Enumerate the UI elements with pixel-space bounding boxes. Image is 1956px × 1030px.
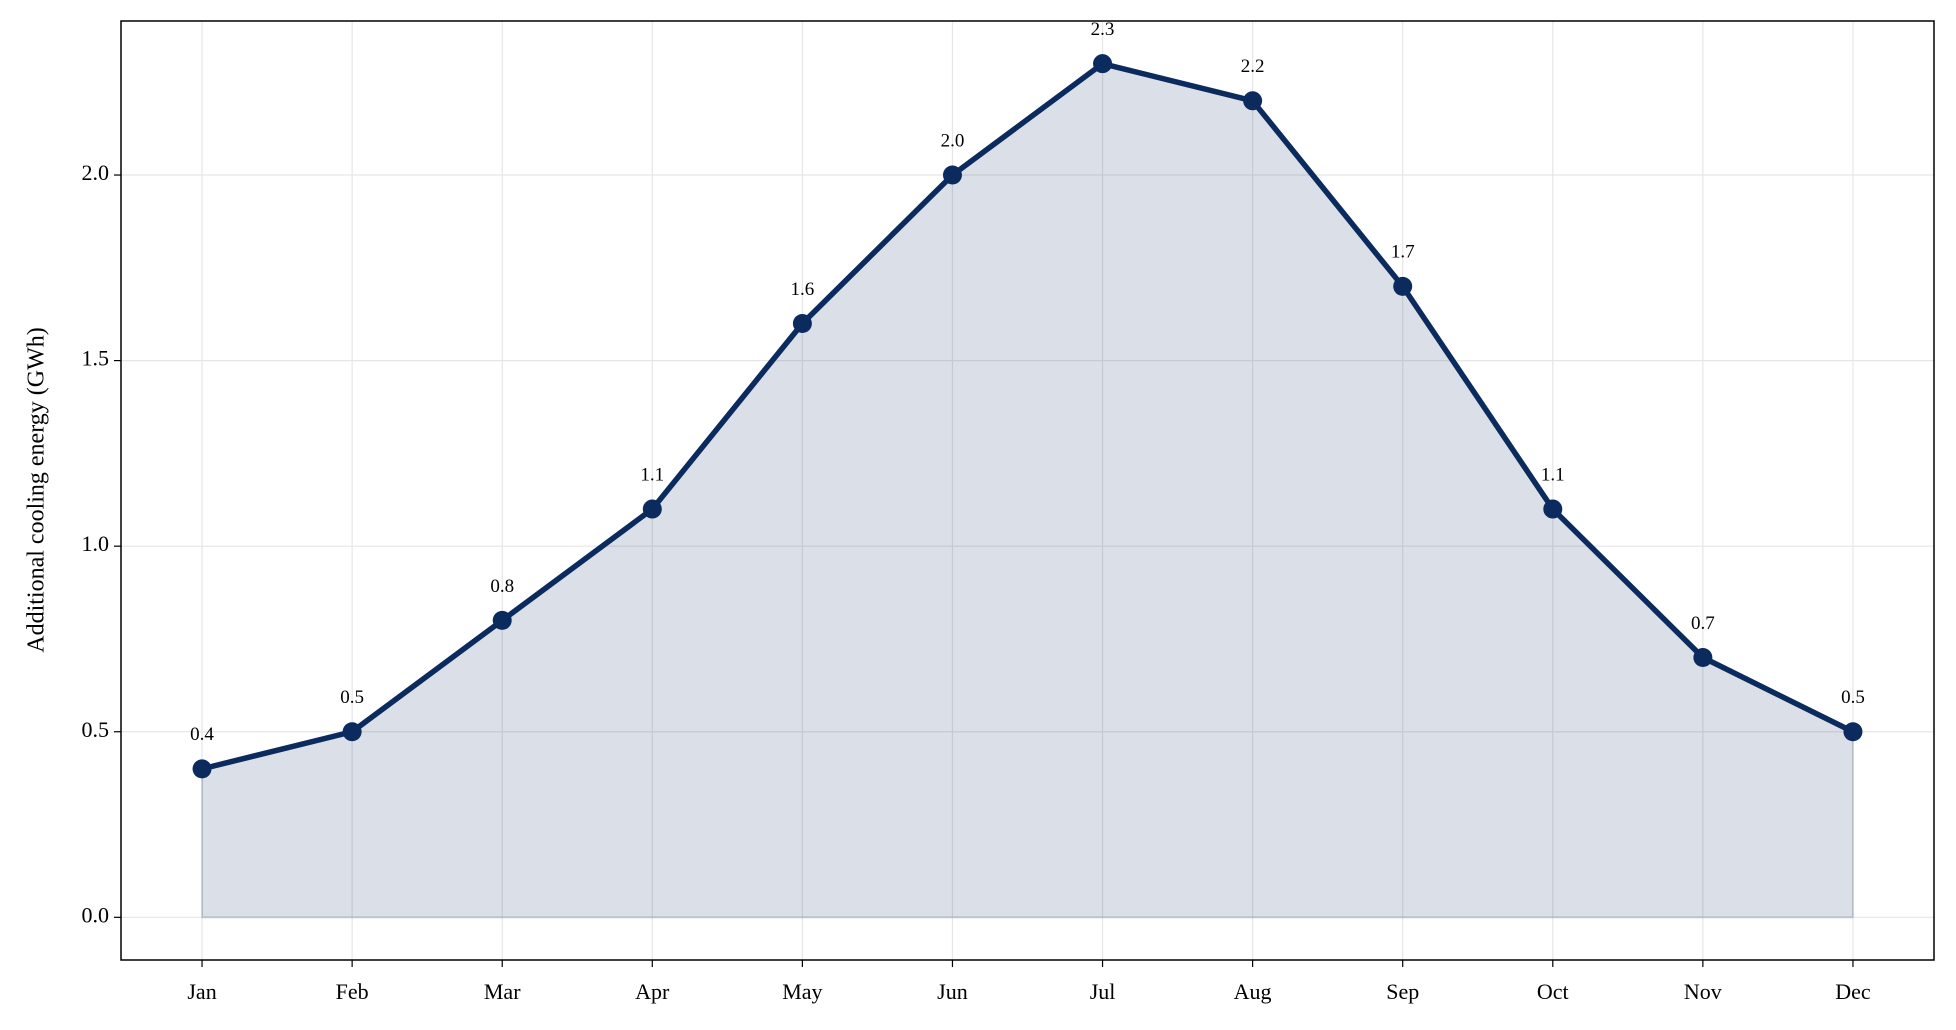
x-tick-label: Dec	[1835, 979, 1871, 1004]
value-label: 0.4	[190, 724, 214, 745]
value-label: 0.5	[340, 687, 364, 708]
x-tick-label: Jan	[187, 979, 216, 1004]
marker	[1843, 722, 1863, 742]
value-label: 1.1	[1541, 464, 1565, 485]
y-tick-label: 0.0	[82, 902, 110, 927]
y-tick-label: 0.5	[82, 717, 110, 742]
marker	[942, 165, 962, 185]
y-tick-label: 2.0	[82, 160, 110, 185]
x-tick-label: Jul	[1090, 979, 1116, 1004]
value-label: 1.6	[791, 279, 815, 300]
value-label: 1.7	[1391, 242, 1415, 263]
value-label: 0.8	[490, 576, 514, 597]
x-tick-label: Feb	[336, 979, 369, 1004]
marker	[1243, 91, 1263, 111]
x-tick-label: Aug	[1234, 979, 1272, 1004]
x-tick-label: Jun	[937, 979, 968, 1004]
marker	[642, 499, 662, 519]
marker	[1393, 276, 1413, 296]
value-label: 2.0	[941, 130, 965, 151]
value-label: 0.7	[1691, 613, 1715, 634]
area	[201, 62, 1854, 919]
plot-frame	[120, 20, 1935, 961]
x-tick-label: Mar	[484, 979, 521, 1004]
marker	[192, 759, 212, 779]
marker	[1693, 648, 1713, 668]
marker	[792, 313, 812, 333]
value-label: 2.2	[1241, 56, 1265, 77]
x-tick-label: Sep	[1386, 979, 1419, 1004]
value-label: 2.3	[1091, 19, 1115, 40]
x-tick-label: Apr	[635, 979, 670, 1004]
x-tick-label: May	[782, 979, 822, 1004]
x-tick-label: Nov	[1684, 979, 1722, 1004]
marker	[342, 722, 362, 742]
marker	[492, 610, 512, 630]
value-label: 1.1	[640, 464, 664, 485]
line	[201, 60, 1855, 772]
marker	[1543, 499, 1563, 519]
value-label: 0.5	[1841, 687, 1865, 708]
y-axis-label: Additional cooling energy (GWh)	[24, 327, 50, 652]
y-tick-label: 1.5	[82, 346, 110, 371]
marker	[1093, 54, 1113, 74]
y-tick-label: 1.0	[82, 531, 110, 556]
x-tick-label: Oct	[1537, 979, 1569, 1004]
